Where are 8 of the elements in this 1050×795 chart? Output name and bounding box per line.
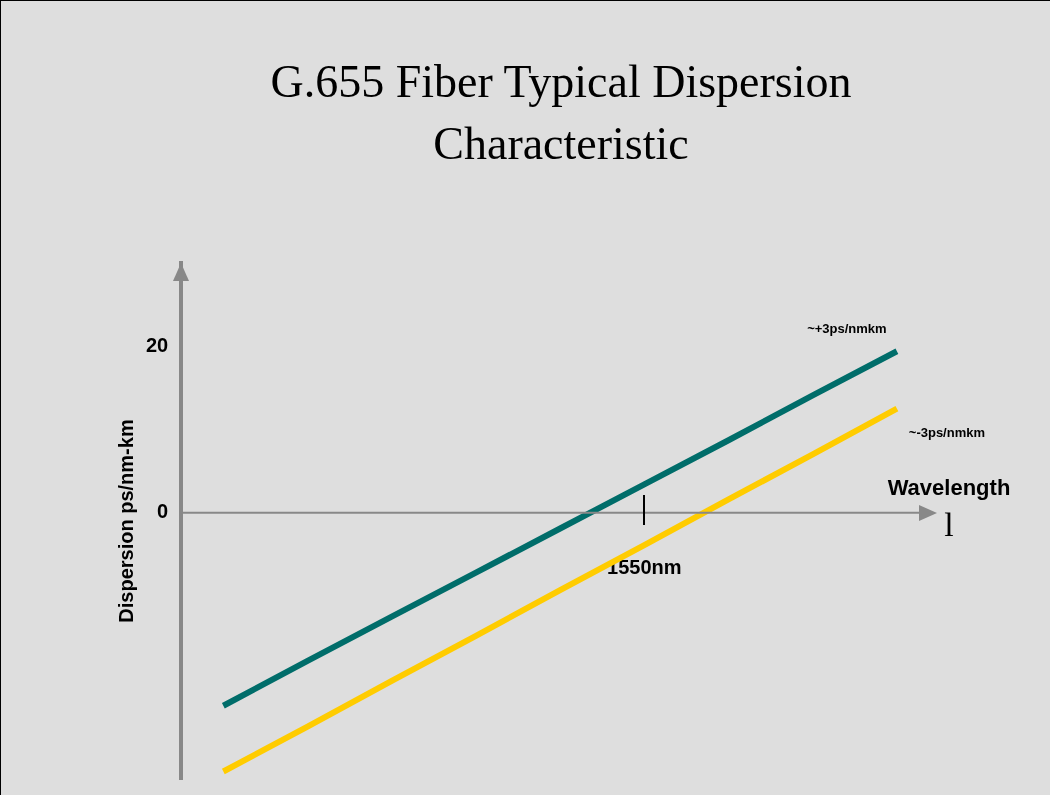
x-axis-title: Wavelength l [887, 474, 1011, 543]
y-axis-title: Dispersion ps/nm-km [114, 419, 137, 623]
y-tick-label: 20 [146, 333, 169, 356]
series-label: ~+3ps/nmkm [807, 320, 887, 336]
series-label: ~-3ps/nmkm [908, 425, 986, 441]
x-tick-label: 1550nm [607, 556, 682, 579]
chart-title: G.655 Fiber Typical Dispersion Characteristic [269, 55, 853, 171]
y-tick-label: 0 [157, 500, 169, 523]
